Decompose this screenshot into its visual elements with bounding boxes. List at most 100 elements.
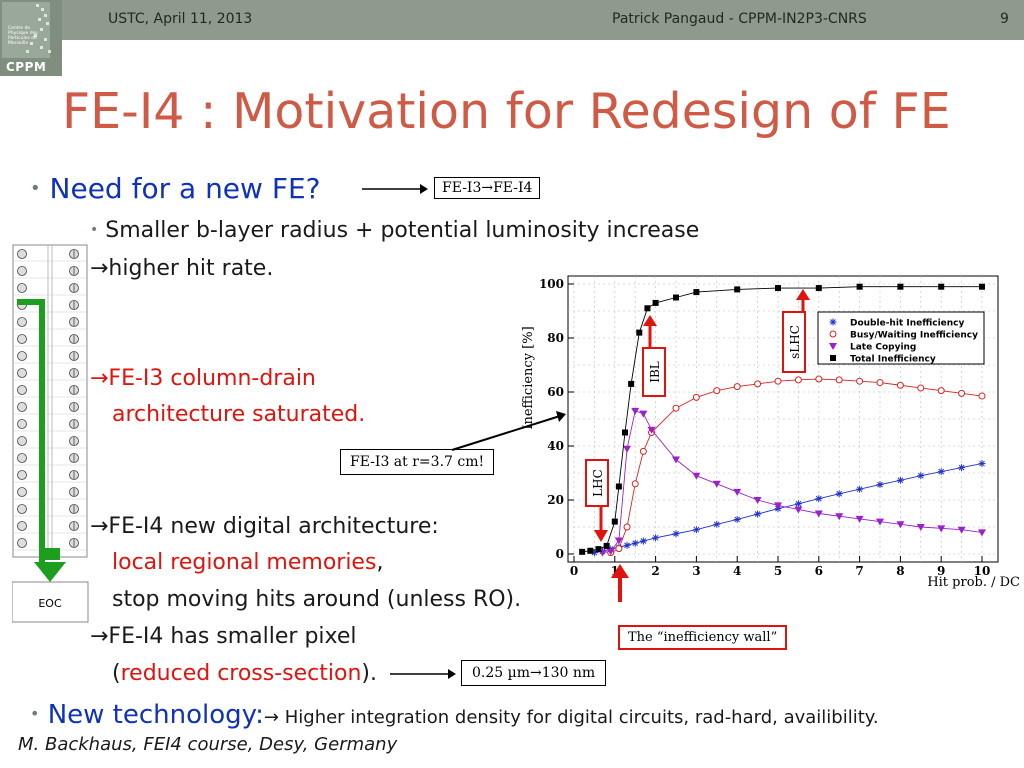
pixel-cell-left	[17, 436, 27, 446]
pixel-cell-left	[17, 351, 27, 361]
data-point-square	[622, 429, 628, 436]
page-number: 9	[1000, 11, 1009, 27]
data-point-square	[652, 299, 659, 306]
comma: ,	[376, 550, 384, 575]
data-point-circle	[937, 387, 945, 395]
lhc-annotation-box	[585, 459, 609, 507]
data-point-circle	[692, 393, 700, 401]
fei4-new-architecture: →FE-I4 new digital architecture:	[90, 514, 439, 539]
chart-grid	[568, 276, 998, 562]
ibl-arrowhead	[643, 315, 657, 326]
data-point-square	[979, 283, 985, 290]
pixel-cell-left	[17, 249, 27, 259]
data-point-triangle	[774, 502, 782, 510]
data-point-star	[938, 468, 945, 475]
pixel-cell-left	[17, 283, 27, 293]
header-author: Patrick Pangaud - CPPM-IN2P3-CNRS	[612, 11, 867, 27]
data-point-star	[830, 319, 836, 325]
data-point-triangle	[937, 525, 946, 533]
new-technology-text: New technology:	[47, 700, 264, 730]
x-tick-label: 0	[570, 564, 578, 578]
data-point-star	[652, 534, 659, 541]
bullet-new-technology: • New technology:→ Higher integration de…	[30, 700, 879, 730]
hit-path-green-stem	[40, 548, 60, 560]
inefficiency-wall-box: The “inefficiency wall”	[618, 625, 788, 650]
data-point-square	[603, 542, 610, 549]
y-tick-label: 40	[547, 439, 564, 453]
y-tick-label: 60	[547, 385, 564, 399]
fei3-saturated: architecture saturated.	[112, 402, 366, 427]
legend-item-label: Total Inefficiency	[850, 355, 936, 365]
fei3-fei4-box: FE-I3→FE-I4	[434, 177, 541, 199]
arrow-to-fei3-box	[362, 184, 428, 194]
data-point-circle	[958, 389, 966, 397]
data-point-triangle	[712, 480, 721, 488]
data-point-triangle	[639, 410, 648, 418]
data-point-star	[632, 540, 639, 547]
data-point-circle	[615, 545, 623, 553]
fei3-column-drain: →FE-I3 column-drain	[90, 366, 316, 391]
series-total-inefficiency	[579, 283, 985, 555]
eoc-block	[12, 581, 89, 623]
data-point-square	[628, 380, 635, 387]
pixel-cell-left	[17, 266, 27, 276]
lhc-arrowhead	[594, 530, 608, 542]
data-point-triangle	[631, 407, 640, 415]
chart-series	[579, 283, 986, 557]
x-tick-label: 5	[774, 564, 782, 578]
data-point-triangle	[957, 526, 966, 534]
pixel-cell-left	[17, 453, 27, 463]
data-point-square	[673, 294, 679, 301]
slhc-annotation: sLHC	[788, 325, 802, 359]
data-point-triangle	[606, 548, 615, 556]
data-point-star	[734, 516, 741, 523]
data-point-star	[917, 472, 924, 479]
sub-bullet-smaller-b-layer: • Smaller b-layer radius + potential lum…	[90, 218, 700, 243]
y-tick-label: 100	[539, 277, 564, 291]
data-point-circle	[835, 376, 843, 384]
pixel-cell-left	[17, 538, 27, 548]
sub-bullet-text: Smaller b-layer radius + potential lumin…	[105, 218, 700, 243]
x-axis-label: Hit prob. / DC	[927, 575, 1020, 590]
pixel-cell-left	[17, 317, 27, 327]
eoc-label: EOC	[38, 597, 62, 610]
y-tick-label: 80	[547, 331, 564, 345]
data-point-circle	[639, 447, 647, 455]
x-tick-label: 6	[815, 564, 823, 578]
data-point-triangle	[814, 510, 823, 518]
cppm-logo	[0, 0, 62, 76]
pixel-cell-left	[17, 402, 27, 412]
data-point-square	[644, 305, 651, 312]
data-point-circle	[896, 381, 904, 389]
data-point-circle	[794, 376, 802, 384]
header-bar	[0, 0, 1024, 40]
technology-size-box: 0.25 µm→130 nm	[461, 660, 607, 686]
data-point-square	[693, 289, 700, 296]
data-point-star	[815, 495, 822, 502]
data-point-star	[713, 521, 720, 528]
series-double-hit-inefficiency	[590, 460, 986, 557]
fei4-smaller-pixel: →FE-I4 has smaller pixel	[90, 624, 357, 649]
column-drain-diagram: EOC	[12, 244, 89, 623]
data-point-circle	[631, 480, 639, 488]
higher-hit-rate: →higher hit rate.	[90, 256, 274, 281]
data-point-square	[775, 285, 781, 292]
data-point-square	[938, 283, 945, 290]
data-point-triangle	[647, 426, 656, 434]
data-point-square	[815, 285, 822, 292]
data-point-star	[979, 460, 985, 467]
data-point-square	[579, 548, 586, 555]
legend-item-label: Late Copying	[850, 343, 916, 353]
legend-box	[817, 311, 985, 365]
pixel-cell-left	[17, 504, 27, 514]
data-point-triangle	[753, 497, 762, 504]
x-tick-label: 8	[896, 564, 904, 578]
data-point-circle	[978, 392, 986, 400]
data-point-triangle	[794, 506, 803, 514]
data-point-circle	[733, 383, 741, 391]
data-point-square	[611, 518, 618, 525]
y-tick-label: 0	[556, 547, 564, 561]
data-point-triangle	[733, 488, 742, 496]
data-point-triangle	[614, 537, 623, 545]
